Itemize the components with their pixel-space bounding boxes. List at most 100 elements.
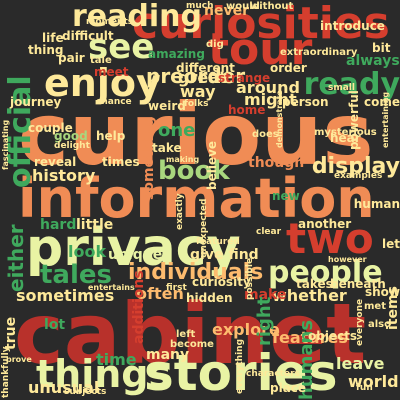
cloud-word-give-find: give find [190, 247, 259, 263]
cloud-word-curiosities: curiosities [132, 0, 390, 49]
cloud-word-information: information [18, 167, 375, 230]
cloud-word-mysterious: mysterious [314, 127, 377, 138]
cloud-word-thing: thing [28, 43, 64, 57]
cloud-word-display: display [311, 154, 400, 179]
cloud-word-home: home [228, 103, 266, 117]
cloud-word-entertains: entertains [88, 283, 135, 292]
cloud-word-world: world [348, 372, 399, 391]
cloud-word-subjects: subjects [64, 387, 107, 397]
cloud-word-curious: curious [18, 85, 374, 185]
cloud-word-unexpected: unexpected [199, 198, 209, 258]
cloud-word-help: help [96, 129, 126, 143]
cloud-word-never: never [204, 3, 249, 19]
cloud-word-stories: stories [144, 344, 338, 400]
cloud-word-might: might [244, 90, 297, 109]
cloud-word-two: two [286, 214, 374, 263]
cloud-word-book: book [158, 156, 230, 186]
cloud-word-show: show [364, 285, 400, 299]
cloud-word-much: much [186, 1, 214, 11]
cloud-word-delight: delight [54, 141, 90, 151]
cloud-word-meet: meet [94, 65, 129, 79]
cloud-word-making: making [166, 155, 200, 164]
cloud-word-reading: reading [72, 0, 202, 34]
cloud-word-right: right [254, 296, 275, 346]
cloud-word-history: history [32, 166, 96, 185]
cloud-word-features: features [272, 328, 348, 347]
cloud-word-fun: fun [356, 383, 373, 393]
cloud-word-around: around [236, 78, 300, 97]
cloud-word-either: either [4, 224, 28, 292]
cloud-word-weird: weird [148, 99, 186, 113]
cloud-word-couple: couple [28, 121, 73, 135]
cloud-word-moments: moments [86, 17, 134, 27]
cloud-word-pair: pair [58, 51, 85, 65]
cloud-word-one: one [158, 120, 196, 141]
cloud-word-fascinating: fascinating [1, 119, 10, 170]
cloud-word-ready: ready [303, 67, 400, 102]
cloud-word-preorder: preorder [146, 64, 246, 88]
cloud-word-little: little [76, 217, 114, 233]
cloud-word-become: become [170, 339, 214, 350]
cloud-word-small: small [328, 83, 355, 93]
cloud-word-entertaining: entertaining [381, 91, 390, 148]
cloud-word-folks: folks [184, 99, 209, 109]
cloud-word-order: order [270, 61, 307, 75]
cloud-word-tale: tale [90, 55, 112, 66]
cloud-word-look: look [68, 242, 107, 261]
cloud-word-however: however [328, 255, 367, 264]
cloud-word-come: come [364, 95, 400, 109]
cloud-word-introduce: introduce [320, 19, 385, 33]
cloud-word-human: human [353, 197, 400, 211]
cloud-word-characters: characters [246, 369, 300, 379]
cloud-word-additions: additions [131, 270, 147, 344]
cloud-word-exactly: exactly [175, 193, 185, 230]
cloud-word-amazing: amazing [148, 47, 205, 61]
cloud-word-unique: unique [108, 247, 163, 263]
cloud-word-journey: journey [10, 95, 62, 109]
cloud-word-see: see [88, 27, 155, 67]
cloud-word-everyone: everyone [355, 298, 365, 346]
cloud-word-strange: strange [218, 71, 271, 85]
cloud-word-make: make [244, 287, 287, 303]
cloud-word-always: always [346, 53, 400, 69]
cloud-word-leave: leave [336, 354, 385, 373]
cloud-word-let: let [382, 237, 400, 251]
cloud-word-individuals: individuals [128, 260, 264, 285]
cloud-word-tales: tales [40, 260, 112, 290]
cloud-word-hear: hear [330, 131, 361, 145]
cloud-word-also: also [368, 319, 391, 330]
cloud-word-curiosity: curiosity [192, 275, 251, 289]
cloud-word-time: time [96, 350, 137, 369]
cloud-word-first: first [166, 283, 187, 293]
cloud-word-explore: explore [212, 320, 280, 339]
cloud-word-something: something [141, 116, 157, 200]
cloud-word-examples: examples [334, 171, 383, 181]
cloud-word-way: way [180, 82, 216, 101]
cloud-word-many: many [146, 347, 190, 363]
cloud-word-take: take [152, 141, 182, 155]
cloud-word-prove: prove [6, 355, 32, 364]
cloud-word-another: another [298, 217, 352, 231]
cloud-word-privacy: privacy [26, 218, 241, 278]
cloud-word-does: does [252, 129, 279, 140]
cloud-word-though: though [248, 155, 305, 171]
cloud-word-cabinet: cabinet [14, 285, 367, 383]
cloud-word-place: place [270, 381, 307, 395]
cloud-word-people: people [268, 255, 383, 290]
cloud-word-person: person [282, 95, 329, 109]
cloud-word-would: would [226, 1, 260, 12]
cloud-word-bit: bit [372, 41, 391, 55]
cloud-word-sometimes: sometimes [16, 286, 115, 305]
cloud-word-difficult: difficult [62, 29, 114, 43]
cloud-word-hidden: hidden [186, 291, 233, 305]
cloud-word-tour: tour [208, 24, 313, 75]
cloud-word-thankfully: thankfully [1, 346, 11, 398]
cloud-word-everything: everything [235, 338, 245, 394]
cloud-word-believe: believe [205, 140, 219, 190]
cloud-word-dig: dig [206, 39, 224, 50]
cloud-word-lot: lot [44, 317, 66, 333]
cloud-word-great: great [178, 68, 227, 87]
cloud-word-chance: chance [96, 97, 132, 107]
cloud-word-new: new [272, 189, 300, 203]
